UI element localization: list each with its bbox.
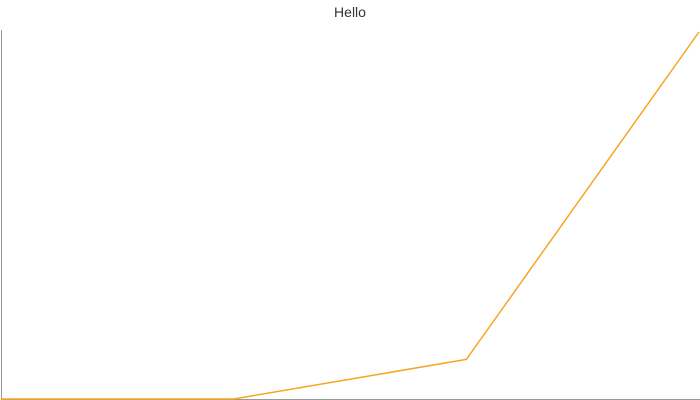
chart-title: Hello xyxy=(334,4,366,20)
series-layer xyxy=(1,31,700,400)
series-line-0 xyxy=(1,31,700,400)
